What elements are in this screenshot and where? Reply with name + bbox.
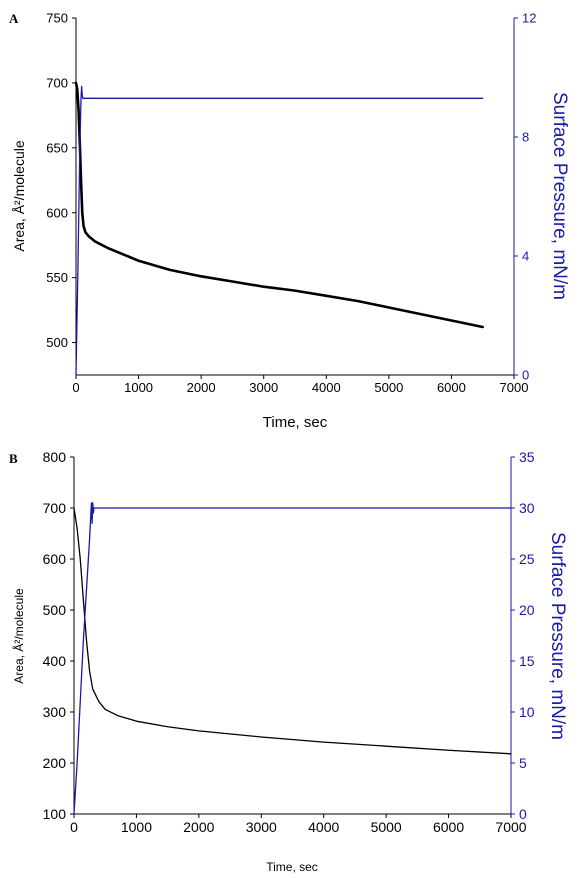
panel-b-right-tick-label: 0	[519, 806, 527, 822]
panel-a-left-tick-label: 550	[46, 270, 68, 285]
panel-a: A 0 1000 2000 3000 4000 5000 6000 7000500550600…	[9, 11, 570, 431]
panel-a-pressure-series-line	[75, 85, 484, 376]
panel-b-letter: B	[9, 451, 18, 466]
panel-a-left-tick-label: 700	[46, 75, 68, 90]
panel-b-left-axis-label: Area, Å²/molecule	[11, 588, 26, 684]
panel-a-x-tick-label: 2000	[187, 380, 216, 395]
panel-a-right-tick-label: 0	[522, 368, 529, 383]
panel-b-x-tick-label: 4000	[308, 819, 339, 835]
panel-b-right-tick-label: 15	[519, 653, 535, 669]
panel-b-x-tick-label: 7000	[495, 819, 526, 835]
panel-b-x-tick-label: 1000	[121, 819, 152, 835]
panel-b-right-tick-label: 30	[519, 500, 535, 516]
panel-b-x-tick-label: 6000	[433, 819, 464, 835]
panel-a-plot: 0 1000 2000 3000 4000 5000 6000 700050055060065…	[46, 11, 536, 395]
panel-b-right-tick-label: 20	[519, 602, 535, 618]
panel-b: B 0 1000 2000 3000 4000 5000 6000 7000100200300…	[9, 449, 568, 874]
panel-a-x-axis-label: Time, sec	[263, 414, 328, 431]
panel-a-left-tick-label: 750	[46, 11, 68, 26]
panel-a-area-series-line	[74, 81, 485, 329]
panel-a-x-tick-label: 6000	[437, 380, 466, 395]
panel-b-left-tick-label: 300	[43, 704, 67, 720]
panel-b-right-tick-label: 25	[519, 551, 535, 567]
panel-b-right-axis-label: Surface Pressure, mN/m	[547, 532, 568, 740]
panel-a-letter: A	[9, 11, 19, 26]
panel-a-right-tick-label: 4	[522, 249, 529, 264]
panel-a-x-tick-label: 3000	[249, 380, 278, 395]
panel-b-pressure-series-line	[73, 502, 512, 815]
panel-b-x-tick-label: 5000	[371, 819, 402, 835]
panel-b-right-tick-label: 5	[519, 755, 527, 771]
panel-a-x-tick-label: 5000	[374, 380, 403, 395]
panel-b-left-tick-label: 800	[43, 449, 67, 465]
panel-b-left-tick-label: 400	[43, 653, 67, 669]
panel-b-area-series-line	[73, 507, 512, 755]
panel-b-left-tick-label: 200	[43, 755, 67, 771]
panel-b-left-tick-label: 700	[43, 500, 67, 516]
panel-b-right-tick-label: 10	[519, 704, 535, 720]
panel-b-left-tick-label: 600	[43, 551, 67, 567]
panel-a-right-axis-label: Surface Pressure, mN/m	[549, 92, 570, 300]
panel-a-left-axis-label: Area, Å²/molecule	[11, 140, 27, 251]
panel-b-left-tick-label: 500	[43, 602, 67, 618]
panel-b-plot: 0 1000 2000 3000 4000 5000 6000 700010020030040…	[43, 449, 535, 835]
panel-b-right-tick-label: 35	[519, 449, 535, 465]
panel-a-left-tick-label: 650	[46, 140, 68, 155]
panel-a-x-tick-label: 1000	[124, 380, 153, 395]
panel-b-x-tick-label: 0	[70, 819, 78, 835]
panel-a-x-tick-label: 4000	[312, 380, 341, 395]
panel-a-x-tick-label: 0	[72, 380, 79, 395]
panel-a-x-tick-label: 7000	[500, 380, 529, 395]
panel-a-left-tick-label: 500	[46, 335, 68, 350]
panel-b-x-axis-label: Time, sec	[266, 860, 318, 874]
panel-a-left-tick-label: 600	[46, 205, 68, 220]
panel-a-right-tick-label: 12	[522, 11, 536, 26]
panel-b-x-tick-label: 3000	[246, 819, 277, 835]
panel-b-left-tick-label: 100	[43, 806, 67, 822]
panel-b-x-tick-label: 2000	[183, 819, 214, 835]
panel-a-right-tick-label: 8	[522, 130, 529, 145]
